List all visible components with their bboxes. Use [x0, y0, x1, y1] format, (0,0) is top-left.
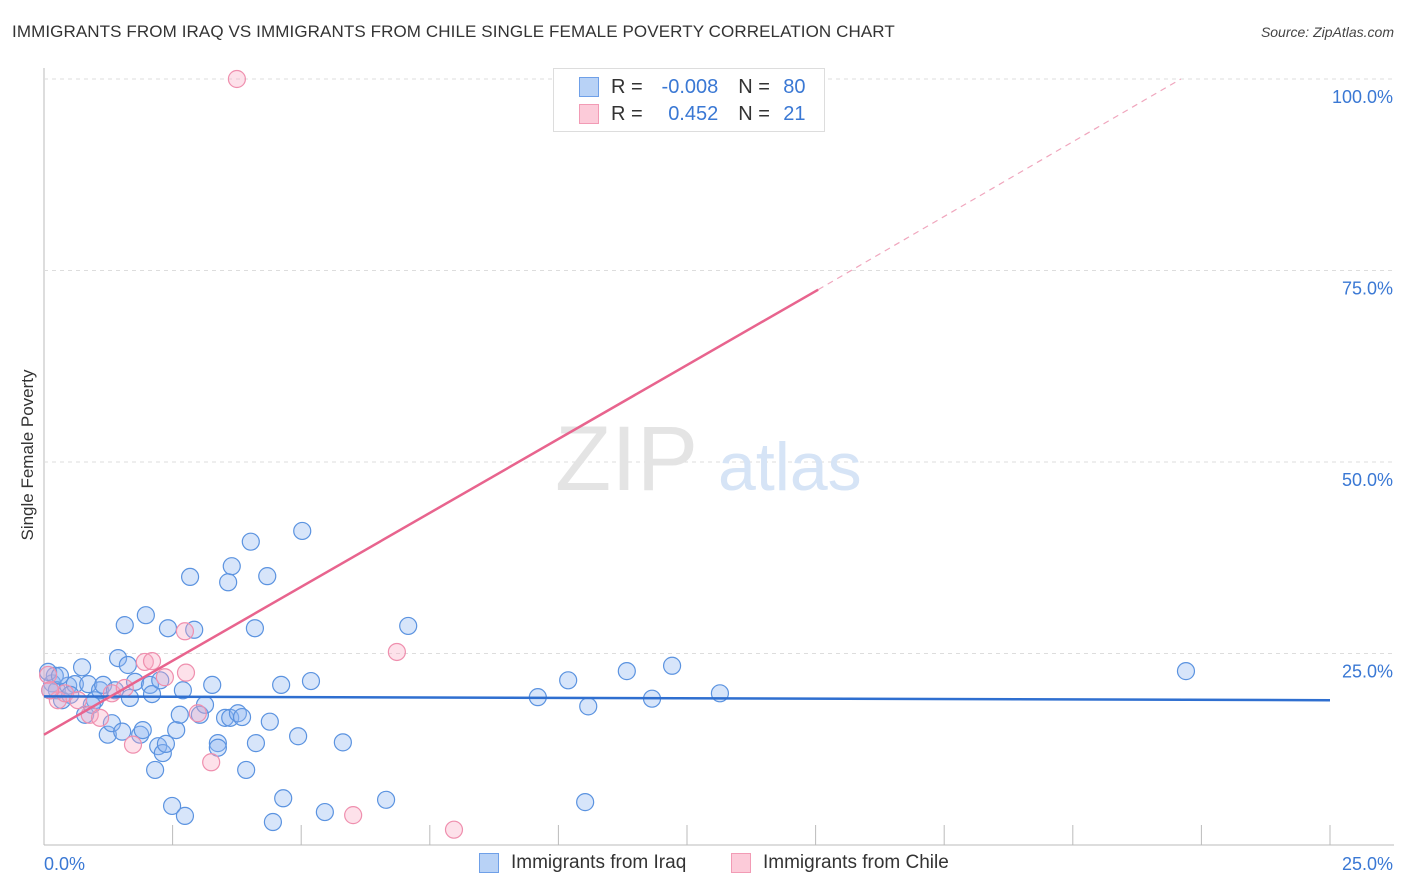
iraq-point: [274, 789, 293, 808]
chile-trend-line: [43, 288, 819, 736]
chile-point: [90, 708, 110, 727]
legend-row-chile: R = 0.452 N = 21: [579, 102, 806, 126]
n-value-iraq: 80: [783, 75, 806, 98]
iraq-point: [559, 671, 578, 690]
iraq-point: [376, 790, 396, 809]
chile-point: [176, 663, 196, 682]
legend-row-iraq: R = -0.008 N = 80: [579, 75, 806, 99]
iraq-point: [115, 616, 134, 635]
iraq-point: [315, 802, 334, 822]
n-label: N =: [738, 102, 770, 125]
chile-legend-swatch: [731, 853, 751, 873]
iraq-point: [258, 567, 277, 586]
stats-legend: R = -0.008 N = 80 R = 0.452 N = 21: [553, 68, 825, 132]
r-label: R =: [611, 102, 643, 125]
iraq-point: [133, 720, 152, 740]
iraq-point: [185, 620, 204, 639]
n-label: N =: [738, 75, 770, 98]
iraq-point: [399, 616, 418, 636]
iraq-point: [246, 734, 266, 753]
iraq-point: [617, 662, 636, 681]
iraq-point: [90, 681, 110, 700]
chile-point: [387, 642, 406, 662]
iraq-point: [203, 675, 222, 695]
iraq-point: [120, 688, 140, 708]
iraq-point: [662, 656, 682, 675]
iraq-point: [293, 521, 312, 541]
y-tick-label: 25.0%: [1342, 662, 1393, 682]
legend-item-iraq: Immigrants from Iraq: [479, 852, 686, 874]
iraq-point: [289, 727, 308, 746]
iraq-point: [222, 557, 241, 576]
chile-trend-extension: [817, 78, 1182, 291]
iraq-point: [333, 733, 352, 752]
iraq-point: [98, 725, 117, 744]
chart-source: Source: ZipAtlas.com: [1260, 24, 1394, 40]
x-tick-label: 25.0%: [1342, 854, 1393, 874]
n-value-chile: 21: [783, 102, 806, 125]
chile-point: [444, 820, 464, 839]
iraq-point: [219, 573, 238, 592]
iraq-point: [167, 720, 186, 740]
x-tick-label: 0.0%: [44, 854, 85, 874]
iraq-point: [72, 658, 92, 677]
iraq-point: [263, 812, 283, 832]
chart-title: IMMIGRANTS FROM IRAQ VS IMMIGRANTS FROM …: [12, 22, 895, 41]
iraq-point: [260, 712, 279, 731]
chile-point: [344, 806, 363, 825]
iraq-point: [579, 697, 598, 716]
iraq-trend-line: [43, 695, 1331, 702]
iraq-point: [146, 760, 165, 780]
iraq-point: [241, 532, 260, 551]
chile-point: [123, 735, 143, 754]
y-tick-label: 75.0%: [1342, 279, 1393, 299]
y-tick-label: 100.0%: [1332, 87, 1393, 107]
iraq-point: [576, 793, 595, 812]
iraq-point: [136, 606, 155, 625]
chile-swatch: [579, 104, 599, 124]
iraq-point: [1176, 662, 1196, 681]
iraq-point: [113, 722, 132, 741]
iraq-point: [232, 707, 252, 727]
legend-item-chile: Immigrants from Chile: [731, 852, 949, 874]
chile-point: [39, 665, 58, 685]
iraq-point: [272, 675, 291, 695]
iraq-swatch: [579, 77, 599, 97]
r-label: R =: [611, 75, 643, 98]
iraq-point: [208, 734, 227, 753]
legend-label-chile: Immigrants from Chile: [763, 852, 949, 873]
iraq-point: [170, 705, 189, 724]
iraq-point: [79, 675, 98, 694]
chile-point: [41, 681, 60, 700]
iraq-point: [158, 619, 178, 638]
r-value-iraq: -0.008: [661, 75, 719, 98]
watermark-atlas: atlas: [718, 429, 862, 505]
iraq-point: [142, 684, 162, 704]
iraq-point: [175, 806, 195, 825]
iraq-point: [173, 681, 192, 700]
iraq-point: [108, 648, 128, 668]
iraq-point: [162, 796, 182, 816]
chile-point: [227, 69, 246, 89]
y-tick-label: 50.0%: [1342, 470, 1393, 490]
chile-point: [142, 652, 162, 671]
r-value-chile: 0.452: [668, 102, 719, 125]
iraq-point: [180, 567, 200, 587]
iraq-point: [237, 760, 256, 780]
chile-point: [135, 652, 154, 672]
chile-point: [155, 668, 174, 687]
iraq-point: [301, 671, 321, 691]
watermark-zip: ZIP: [555, 408, 698, 510]
chile-point: [68, 691, 88, 710]
legend-label-iraq: Immigrants from Iraq: [511, 852, 687, 873]
iraq-point: [156, 734, 176, 753]
chile-point: [175, 622, 195, 641]
iraq-point: [118, 655, 137, 675]
iraq-legend-swatch: [479, 853, 499, 873]
chile-point: [202, 753, 221, 772]
chile-point: [188, 704, 207, 723]
iraq-point: [245, 619, 265, 638]
